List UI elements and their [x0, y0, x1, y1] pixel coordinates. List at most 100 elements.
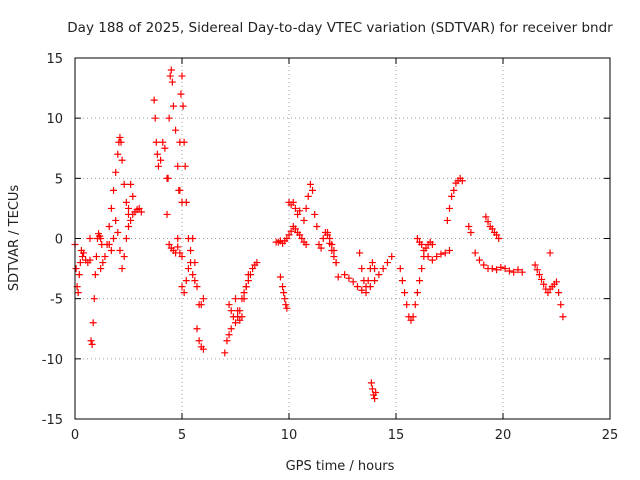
data-point: [159, 138, 167, 146]
data-point: [510, 268, 518, 276]
data-point: [424, 253, 432, 261]
data-point: [281, 295, 289, 303]
data-point: [497, 263, 505, 271]
data-point: [199, 345, 207, 353]
data-point: [418, 241, 426, 249]
data-point: [291, 204, 299, 212]
data-point: [97, 265, 105, 273]
data-point: [379, 265, 387, 273]
data-point: [368, 385, 376, 393]
data-point: [334, 273, 342, 281]
data-point: [225, 331, 233, 339]
y-tick-label: -10: [42, 353, 63, 368]
data-point: [165, 241, 173, 249]
grid-lines: [75, 58, 610, 419]
data-point: [458, 177, 466, 185]
x-tick-label: 20: [495, 428, 512, 443]
data-point: [416, 277, 424, 285]
data-point: [428, 256, 436, 264]
data-point: [302, 204, 310, 212]
data-point: [249, 265, 257, 273]
data-point: [546, 249, 554, 257]
data-point: [448, 192, 456, 200]
data-point: [493, 231, 501, 239]
data-point: [298, 235, 306, 242]
data-point: [193, 325, 201, 333]
data-point: [169, 102, 177, 110]
data-point: [87, 337, 95, 345]
data-point: [116, 133, 124, 141]
data-point: [234, 307, 242, 315]
data-point: [240, 295, 248, 303]
data-point: [559, 313, 567, 321]
data-point: [403, 301, 411, 309]
data-point: [495, 235, 503, 242]
data-point: [446, 247, 453, 255]
data-point: [311, 210, 319, 218]
data-point: [557, 301, 565, 309]
data-point: [240, 289, 248, 297]
data-point: [195, 337, 203, 345]
data-point: [116, 247, 124, 255]
x-tick-label: 5: [178, 428, 186, 443]
data-point: [332, 259, 340, 267]
data-point: [304, 192, 312, 200]
data-point: [80, 249, 88, 257]
data-point: [553, 278, 560, 286]
data-point: [189, 271, 197, 279]
data-point: [383, 259, 391, 267]
data-point: [409, 313, 417, 321]
plot-frame: [74, 57, 611, 420]
data-point: [223, 337, 231, 345]
data-point: [282, 301, 290, 309]
data-point: [105, 222, 113, 230]
data-point: [180, 138, 188, 146]
data-point: [167, 66, 175, 74]
axis-ticks: 0 5 10 15 20 25 -15 -10 -5 0 5 10 15: [42, 52, 619, 443]
data-point: [92, 253, 100, 261]
data-point: [174, 243, 182, 251]
x-tick-label: 25: [602, 428, 619, 443]
data-point: [280, 289, 288, 297]
data-point: [125, 222, 132, 230]
data-point: [127, 216, 135, 224]
data-point: [306, 180, 314, 188]
data-point: [89, 319, 97, 327]
data-point: [114, 150, 122, 158]
data-point: [471, 249, 479, 257]
data-point: [75, 271, 83, 279]
data-point: [86, 256, 94, 264]
data-point: [164, 174, 172, 182]
data-point: [90, 295, 98, 303]
data-point: [289, 198, 297, 206]
data-point: [91, 271, 99, 279]
data-point: [86, 235, 94, 242]
data-point: [300, 216, 308, 224]
data-point: [127, 180, 135, 188]
data-point: [276, 273, 284, 281]
data-point: [418, 265, 426, 273]
data-point: [309, 186, 317, 194]
data-point: [326, 235, 334, 242]
data-point: [238, 313, 246, 321]
data-point: [413, 289, 421, 297]
data-point: [99, 259, 107, 267]
data-point: [428, 241, 436, 249]
data-point: [181, 162, 189, 170]
data-point: [150, 96, 158, 104]
data-point: [437, 250, 445, 258]
data-point: [505, 267, 513, 275]
data-point: [161, 144, 169, 152]
data-point: [535, 271, 543, 279]
data-point: [279, 283, 287, 291]
data-point: [544, 289, 552, 297]
data-point: [182, 198, 190, 206]
data-point: [294, 210, 302, 218]
data-point: [236, 316, 244, 324]
data-point: [488, 225, 496, 233]
data-point: [120, 180, 128, 188]
data-point: [78, 253, 86, 261]
data-point: [184, 265, 192, 273]
data-point: [118, 265, 126, 273]
